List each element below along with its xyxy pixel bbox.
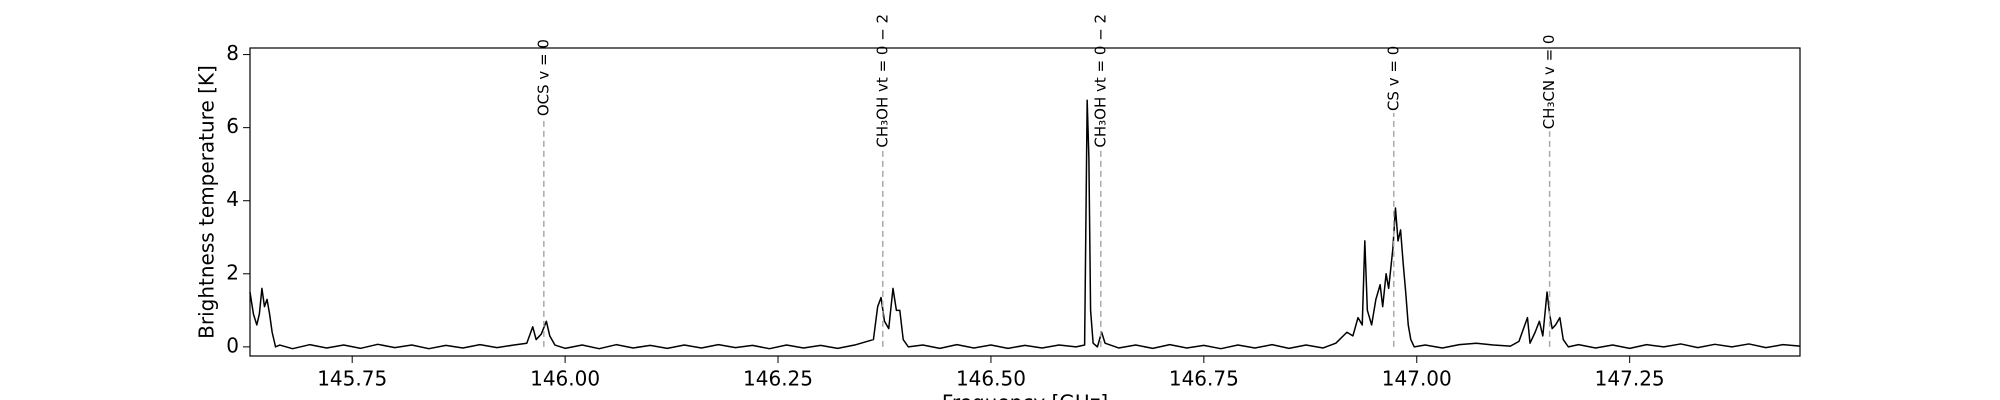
x-tick-label: 146.50 <box>956 367 1026 391</box>
line-label: CH₃OH vt = 0 − 2 <box>873 14 891 148</box>
y-tick-label: 4 <box>226 187 239 211</box>
line-label: CH₃OH vt = 0 − 2 <box>1091 14 1109 148</box>
y-tick-label: 2 <box>226 260 239 284</box>
y-tick-label: 8 <box>226 41 239 65</box>
y-tick-label: 6 <box>226 114 239 138</box>
line-label: OCS v = 0 <box>534 39 552 116</box>
x-tick-label: 145.75 <box>317 367 387 391</box>
spectrum-line <box>249 99 1801 350</box>
plot-frame <box>249 47 1801 357</box>
x-tick-label: 147.00 <box>1382 367 1452 391</box>
x-axis-label: Frequency [GHz] <box>942 391 1108 400</box>
line-label: CH₃CN v = 0 <box>1540 35 1558 130</box>
line-label: CS v = 0 <box>1384 46 1402 111</box>
y-axis-label: Brightness temperature [K] <box>195 65 219 339</box>
x-tick-label: 146.00 <box>530 367 600 391</box>
x-tick-label: 146.75 <box>1169 367 1239 391</box>
y-tick-label: 0 <box>226 333 239 357</box>
x-tick-label: 146.25 <box>743 367 813 391</box>
x-tick-label: 147.25 <box>1595 367 1665 391</box>
